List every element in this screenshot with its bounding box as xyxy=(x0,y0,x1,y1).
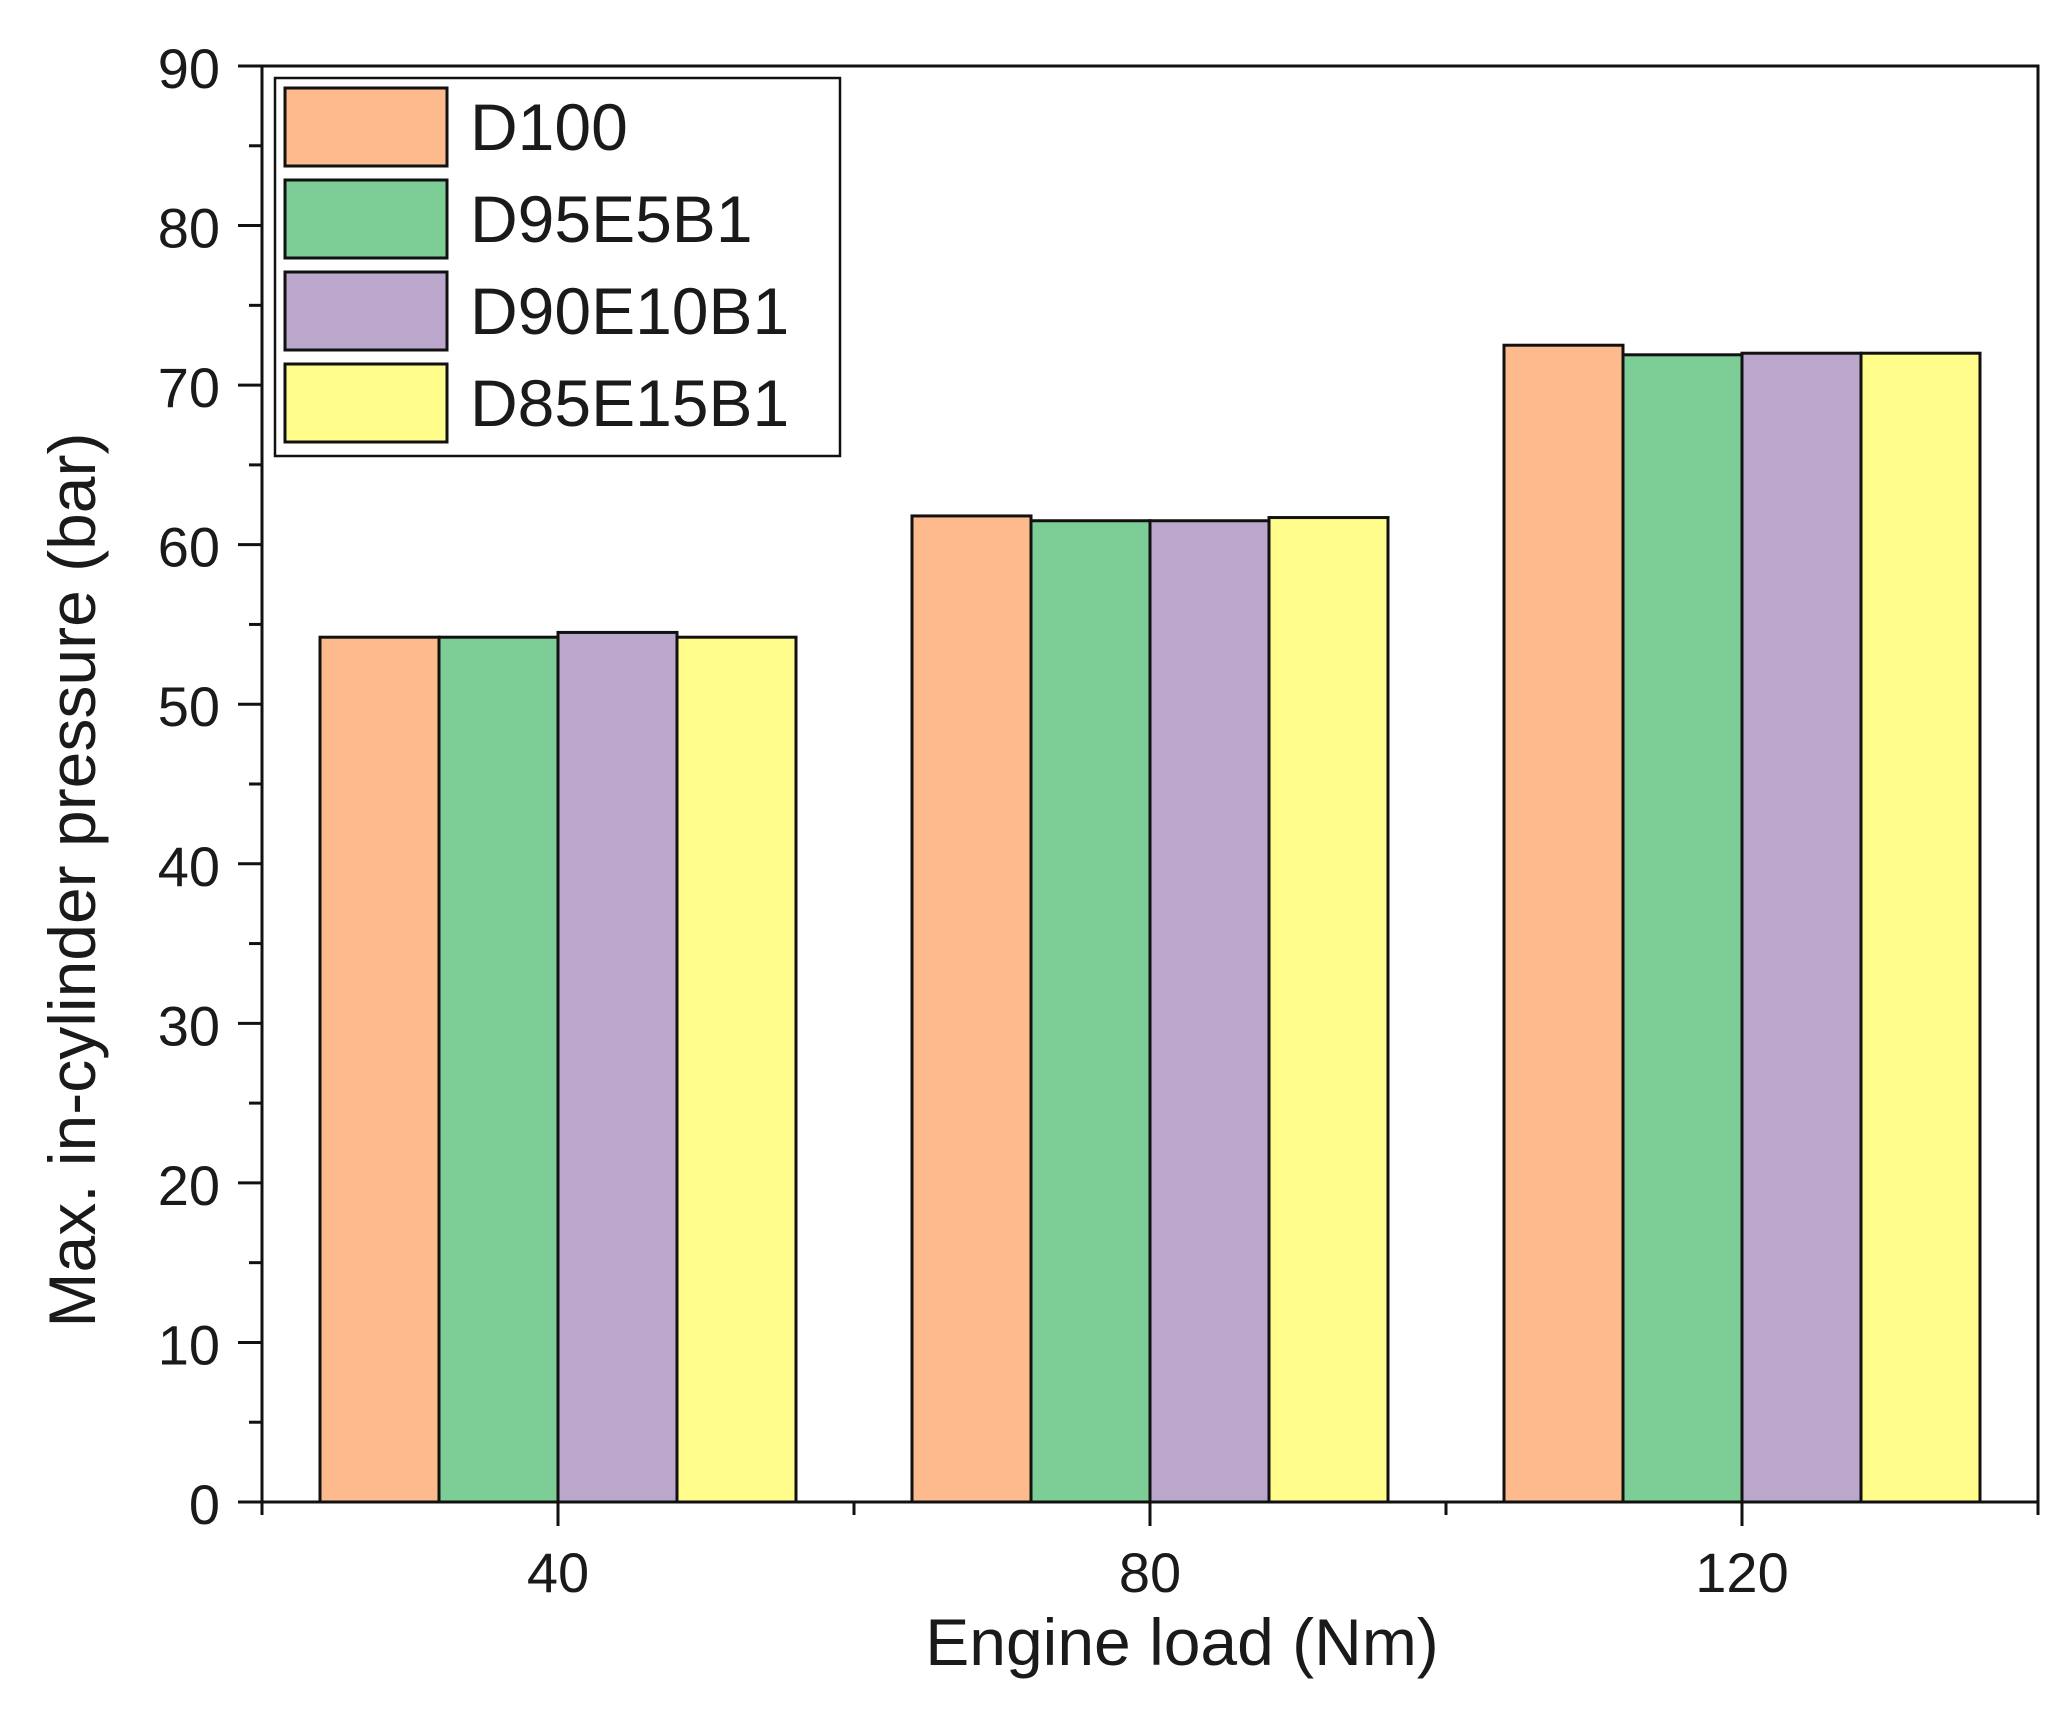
legend-label-D90E10B1: D90E10B1 xyxy=(470,274,789,348)
y-tick-label-80: 80 xyxy=(158,197,220,260)
bar-D95E5B1-40 xyxy=(437,635,560,1504)
x-tick-label-40: 40 xyxy=(527,1541,589,1604)
bar-D90E10B1-40 xyxy=(556,630,679,1504)
bar-D90E10B1-120 xyxy=(1740,351,1863,1504)
y-tick-label-10: 10 xyxy=(158,1313,220,1376)
legend-label-D95E5B1: D95E5B1 xyxy=(470,182,753,256)
x-axis-label: Engine load (Nm) xyxy=(925,1605,1439,1679)
y-tick-label-40: 40 xyxy=(158,835,220,898)
bar-D95E5B1-120 xyxy=(1621,353,1744,1504)
y-tick-label-70: 70 xyxy=(158,356,220,419)
bar-D90E10B1-80 xyxy=(1148,519,1271,1504)
legend-swatch-D95E5B1 xyxy=(283,178,449,260)
bar-D85E15B1-40 xyxy=(675,635,798,1504)
bar-D100-80 xyxy=(910,514,1033,1504)
x-tick-label-120: 120 xyxy=(1695,1541,1788,1604)
bar-D100-120 xyxy=(1502,343,1625,1504)
y-tick-label-90: 90 xyxy=(158,37,220,100)
legend: D100 D95E5B1 D90E10B1 D85E15B1 xyxy=(273,76,842,458)
axes-layer: 0 10 20 30 40 50 60 70 80 90 40 80 120 xyxy=(158,37,2040,1604)
y-tick-label-0: 0 xyxy=(189,1473,220,1536)
y-axis-label: Max. in-cylinder pressure (bar) xyxy=(35,433,109,1328)
legend-swatch-D85E15B1 xyxy=(283,362,449,444)
bar-D95E5B1-80 xyxy=(1029,519,1152,1504)
x-tick-label-80: 80 xyxy=(1119,1541,1181,1604)
legend-label-D85E15B1: D85E15B1 xyxy=(470,366,789,440)
legend-swatch-D90E10B1 xyxy=(283,270,449,352)
bars-layer xyxy=(318,343,1982,1504)
bar-D85E15B1-120 xyxy=(1859,351,1982,1504)
y-tick-label-20: 20 xyxy=(158,1154,220,1217)
legend-swatch-D100 xyxy=(283,86,449,168)
legend-label-D100: D100 xyxy=(470,90,628,164)
bar-D85E15B1-80 xyxy=(1267,516,1390,1504)
bar-D100-40 xyxy=(318,635,441,1504)
y-tick-label-50: 50 xyxy=(158,675,220,738)
y-tick-label-60: 60 xyxy=(158,516,220,579)
y-tick-label-30: 30 xyxy=(158,994,220,1057)
